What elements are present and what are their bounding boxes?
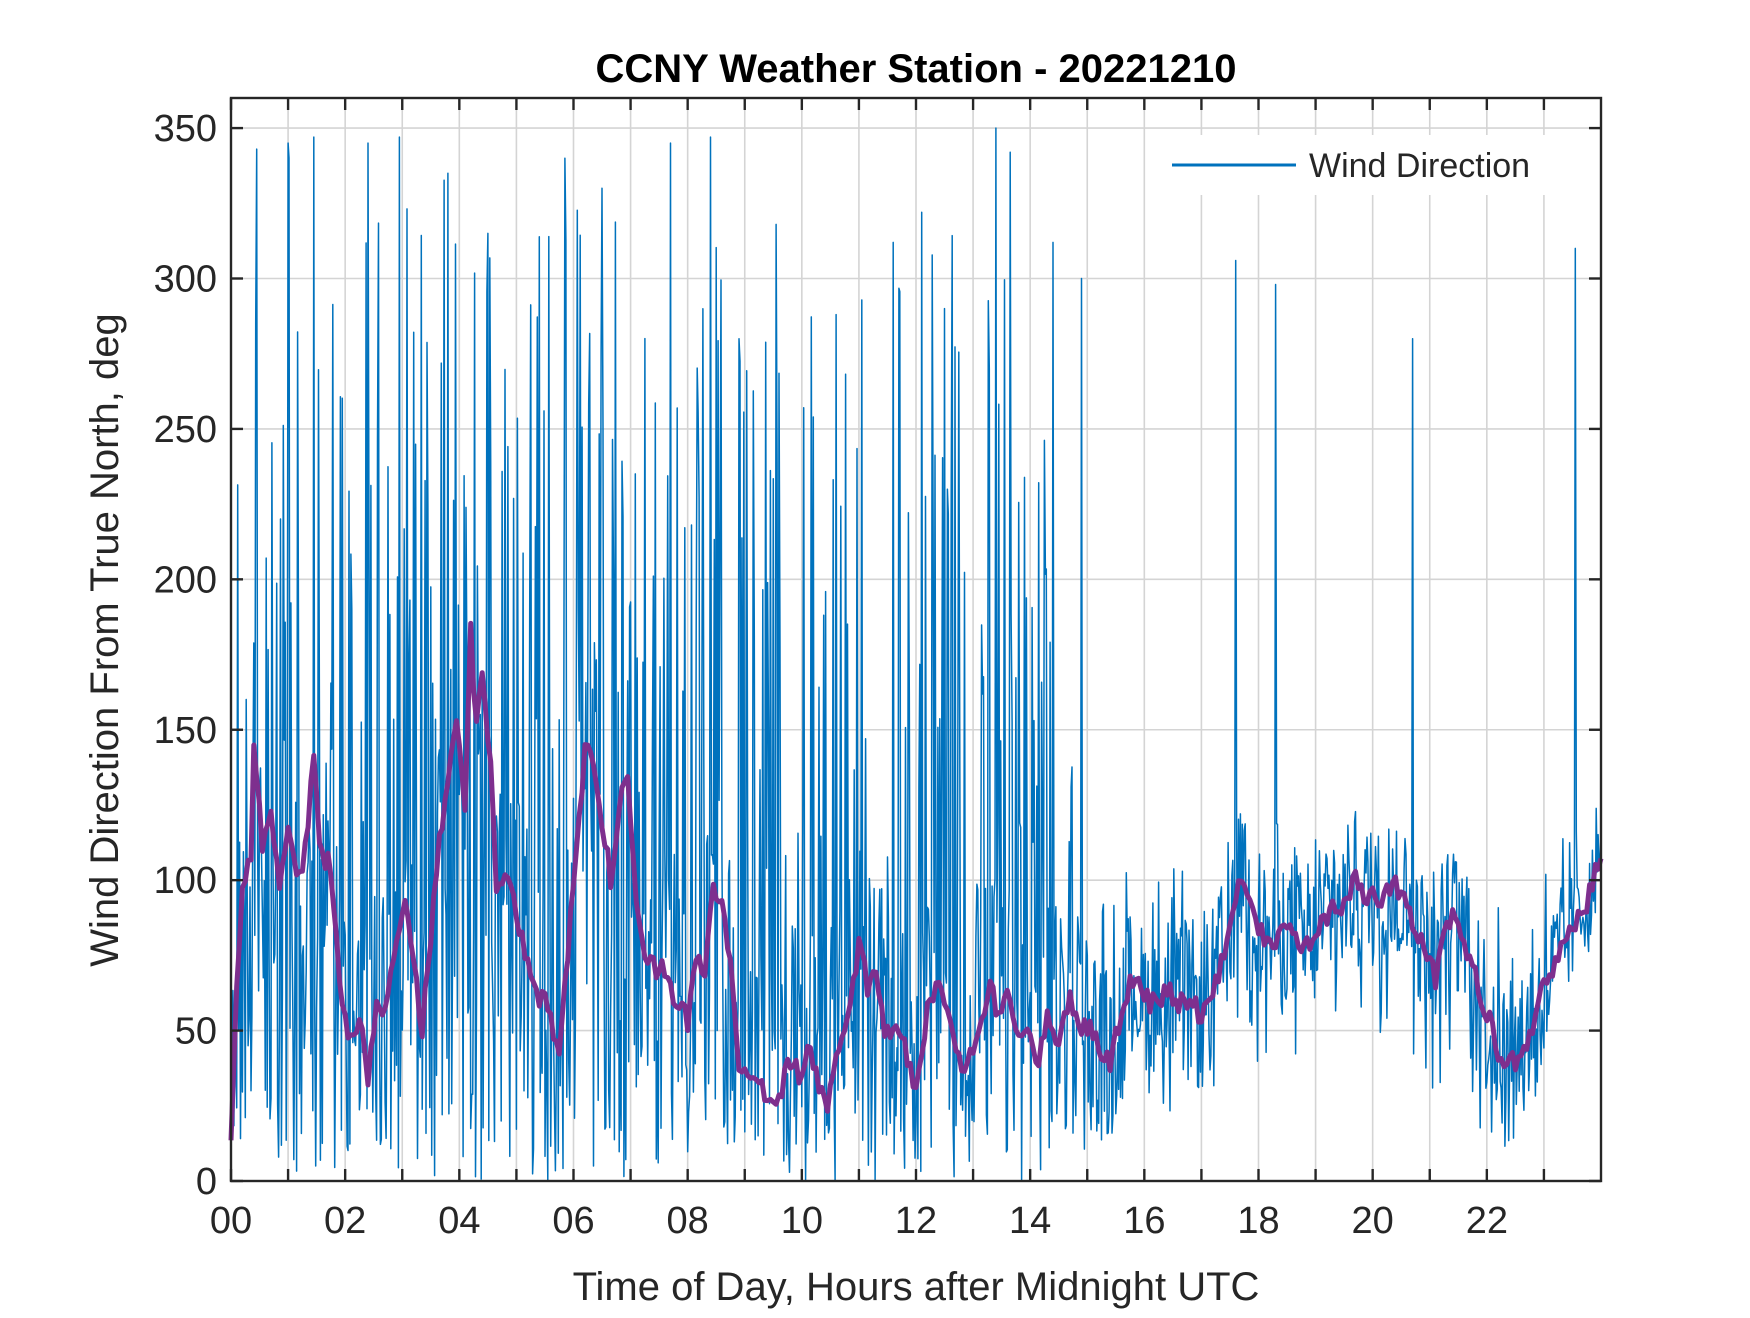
x-axis-label: Time of Day, Hours after Midnight UTC — [573, 1265, 1260, 1309]
y-tick-label: 250 — [154, 409, 217, 451]
legend: Wind Direction — [1160, 135, 1570, 195]
y-tick-label: 0 — [196, 1161, 217, 1203]
y-tick-label: 350 — [154, 108, 217, 150]
y-tick-label: 300 — [154, 259, 217, 301]
x-tick-label: 00 — [210, 1200, 252, 1242]
y-tick-label: 200 — [154, 559, 217, 601]
x-tick-label: 12 — [895, 1200, 937, 1242]
x-tick-label: 10 — [781, 1200, 823, 1242]
wind-direction-series-line — [230, 127, 1602, 1182]
series-layer — [228, 127, 1604, 1182]
moving-average-series-line — [228, 620, 1604, 1141]
y-tick-label: 150 — [154, 710, 217, 752]
x-tick-label: 04 — [438, 1200, 480, 1242]
y-axis-label: Wind Direction From True North, deg — [83, 313, 127, 967]
y-tick-label: 100 — [154, 860, 217, 902]
tick-layer: 00 02 04 06 08 10 12 14 16 18 20 22 0 50 100 150 200 250 3… — [154, 98, 1601, 1242]
x-tick-label: 08 — [667, 1200, 709, 1242]
x-tick-label: 22 — [1466, 1200, 1508, 1242]
legend-entry-wind-direction: Wind Direction — [1309, 147, 1530, 185]
x-tick-label: 06 — [552, 1200, 594, 1242]
chart-title: CCNY Weather Station - 20221210 — [596, 47, 1237, 91]
x-tick-label: 16 — [1123, 1200, 1165, 1242]
x-tick-label: 20 — [1352, 1200, 1394, 1242]
y-tick-label: 50 — [175, 1011, 217, 1053]
x-tick-label: 02 — [324, 1200, 366, 1242]
x-tick-label: 14 — [1009, 1200, 1051, 1242]
x-tick-label: 18 — [1237, 1200, 1279, 1242]
